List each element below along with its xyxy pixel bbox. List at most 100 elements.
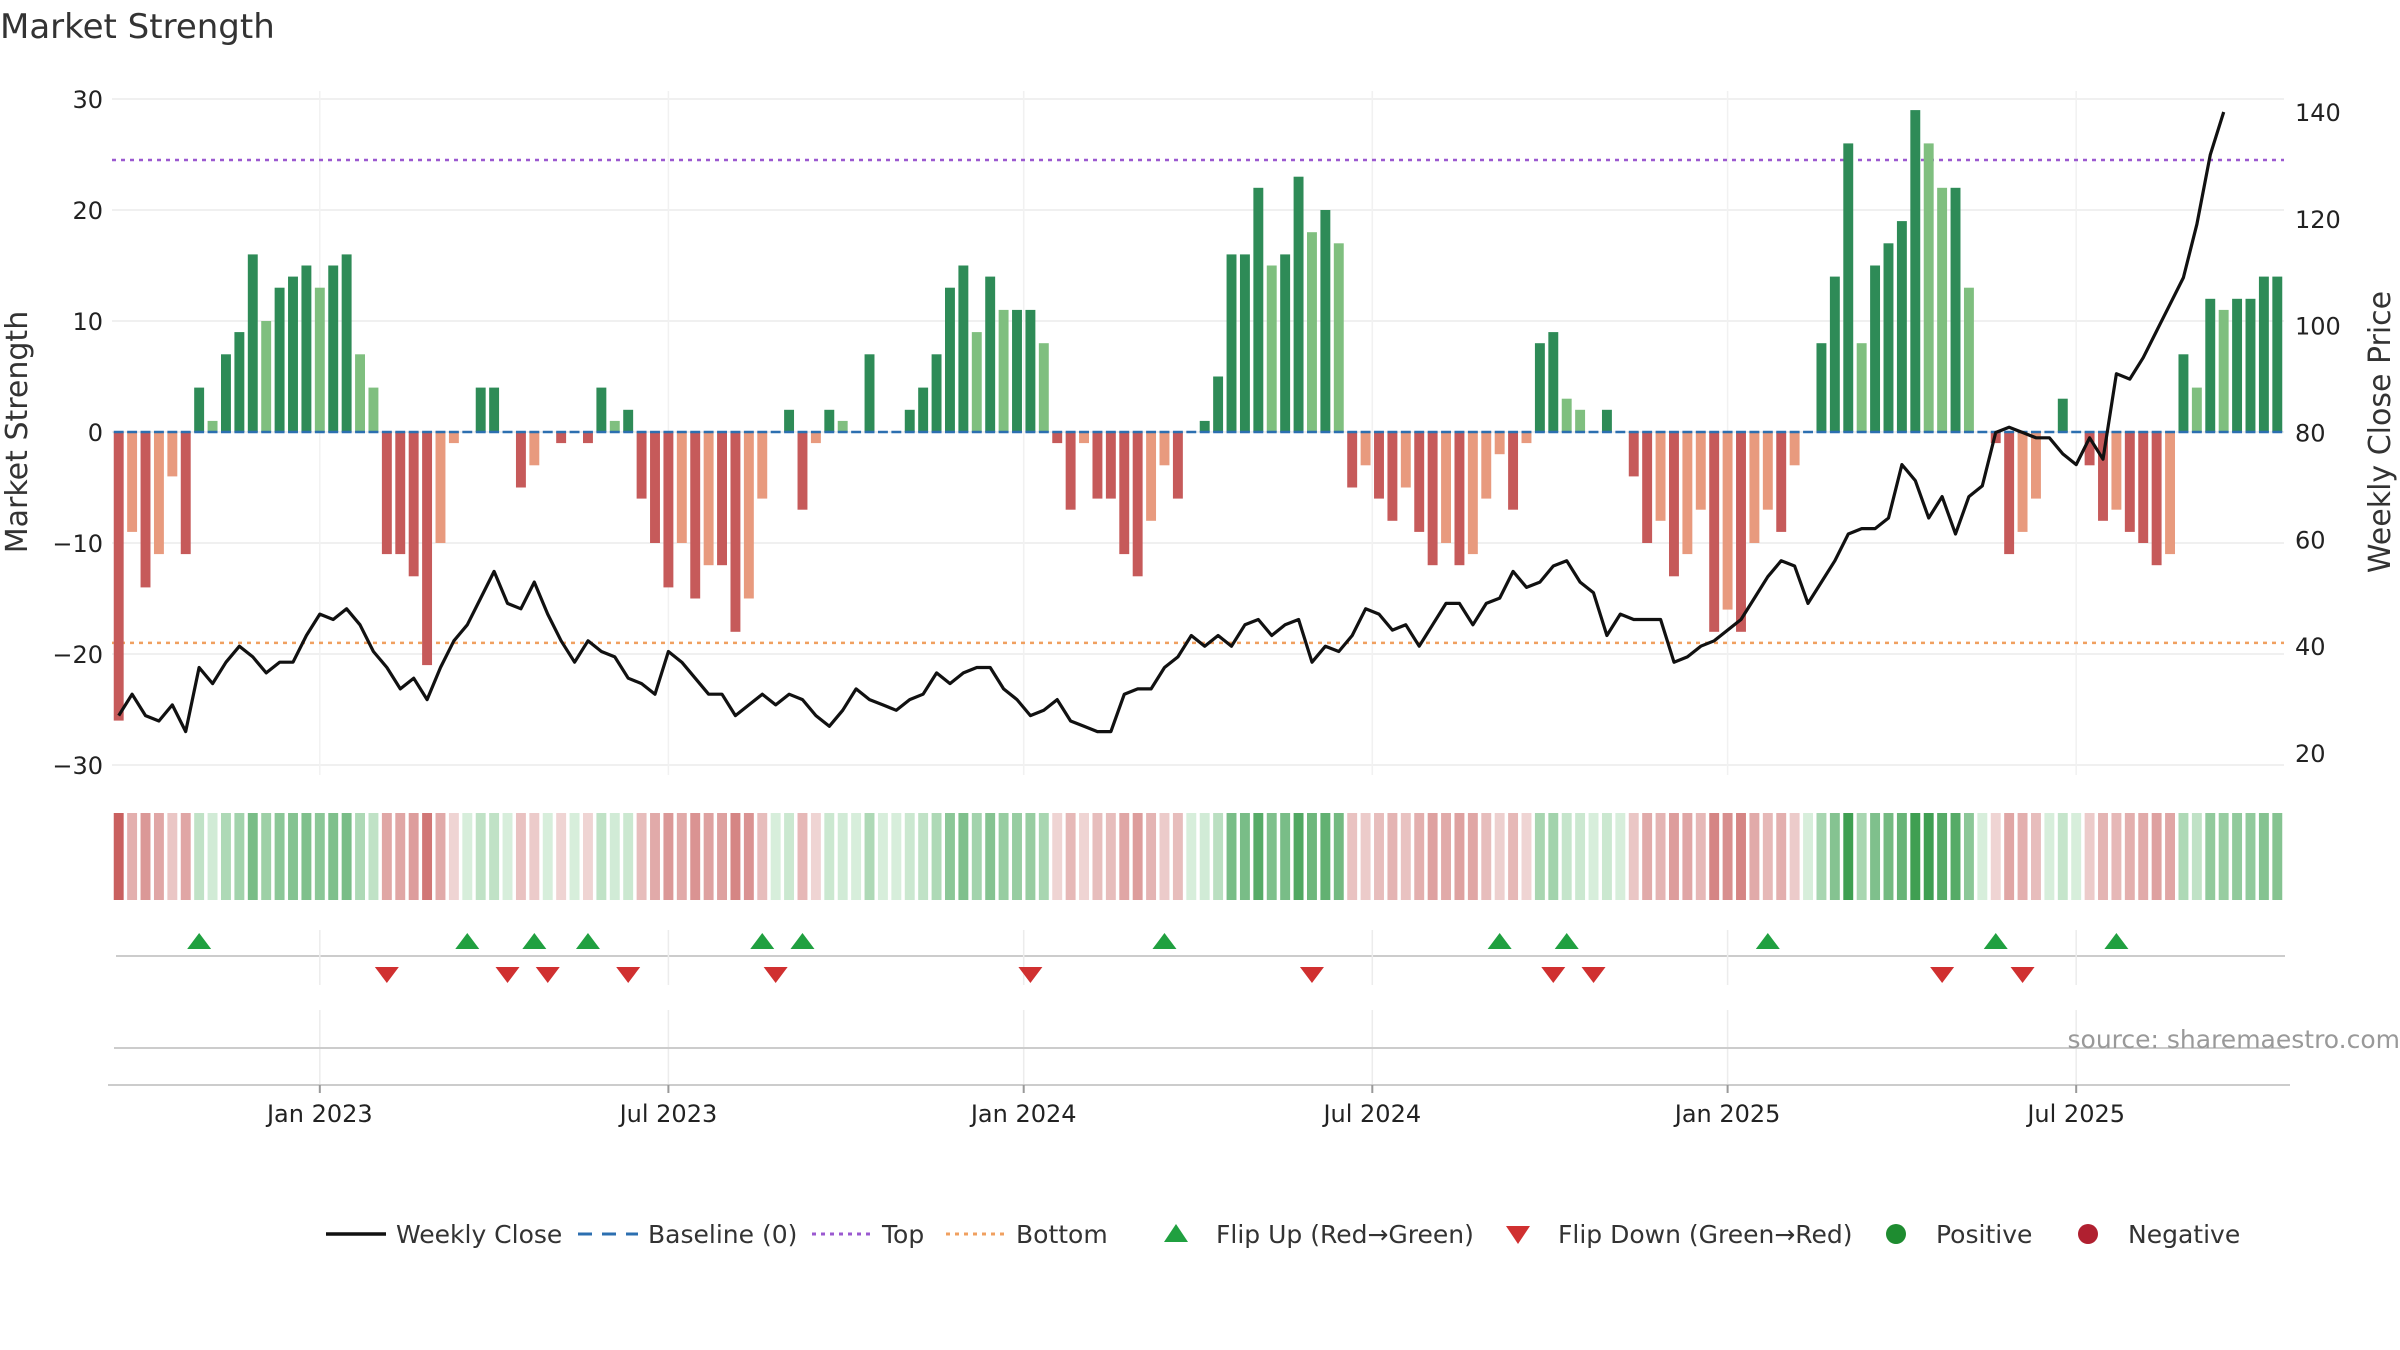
heat-cell xyxy=(556,813,567,900)
strength-bar xyxy=(167,432,178,477)
heat-cell xyxy=(1186,813,1197,900)
heat-cell xyxy=(1159,813,1170,900)
strength-bar xyxy=(596,387,607,432)
strength-heat-strip xyxy=(113,813,2283,900)
heat-cell xyxy=(1615,813,1626,900)
heat-cell xyxy=(1079,813,1089,900)
heat-cell xyxy=(207,813,218,900)
strength-bar xyxy=(301,265,312,432)
strength-bar xyxy=(1172,432,1183,499)
heat-cell xyxy=(448,813,459,900)
strength-bar xyxy=(1856,343,1867,432)
legend: Weekly Close Baseline (0) Top Bottom Flip Up… xyxy=(326,1220,2240,1249)
strength-bar xyxy=(1508,432,1519,510)
heat-cell xyxy=(355,813,365,900)
heat-cell xyxy=(2084,813,2095,900)
heat-cell xyxy=(1682,813,1693,900)
strength-bar xyxy=(676,432,687,543)
strength-bar xyxy=(556,432,567,444)
legend-item: Positive xyxy=(1886,1220,2032,1249)
heat-cell xyxy=(1132,813,1143,900)
heat-cell xyxy=(1052,813,1063,900)
strength-bar xyxy=(2205,298,2216,432)
heat-cell xyxy=(1119,813,1130,900)
heat-cell xyxy=(542,813,553,900)
strength-bar xyxy=(1655,432,1666,521)
heat-cell xyxy=(1105,813,1116,900)
strength-bar xyxy=(1441,432,1451,543)
x-tick-label: Jul 2024 xyxy=(1321,1100,1421,1128)
heat-cell xyxy=(2178,813,2189,900)
heat-cell xyxy=(1012,813,1022,900)
strength-bar xyxy=(730,432,741,632)
flip-markers xyxy=(116,930,2285,985)
strength-bar xyxy=(1816,343,1827,432)
heat-cell xyxy=(596,813,607,900)
strength-bar xyxy=(663,432,674,588)
strength-bars xyxy=(113,110,2283,721)
heat-cell xyxy=(1977,813,1988,900)
strength-bar xyxy=(1789,432,1800,466)
heat-cell xyxy=(1803,813,1813,900)
strength-bar xyxy=(1843,143,1854,432)
strength-bar xyxy=(1280,254,1291,432)
flip-down-marker xyxy=(535,967,560,983)
flip-up-marker xyxy=(575,933,600,949)
strength-bar xyxy=(194,387,205,432)
heat-cell xyxy=(1561,813,1572,900)
strength-bar xyxy=(368,387,379,432)
y-tick-label: −10 xyxy=(52,530,103,558)
legend-label: Weekly Close xyxy=(396,1220,562,1249)
heat-cell xyxy=(1883,813,1894,900)
heat-cell xyxy=(1776,813,1787,900)
flip-down-marker xyxy=(1299,967,1324,983)
strength-bar xyxy=(1092,432,1103,499)
legend-swatch-dot xyxy=(1886,1224,1906,1244)
heat-cell xyxy=(1843,813,1854,900)
strength-bar xyxy=(2272,276,2283,432)
flip-up-marker xyxy=(2104,933,2129,949)
heat-cell xyxy=(998,813,1009,900)
legend-label: Bottom xyxy=(1016,1220,1108,1249)
heat-cell xyxy=(703,813,714,900)
strength-bar xyxy=(515,432,526,488)
strength-bar xyxy=(1427,432,1438,566)
heat-cell xyxy=(2017,813,2028,900)
y2-tick-label: 80 xyxy=(2295,420,2326,448)
strength-bar xyxy=(1548,332,1559,432)
heat-cell xyxy=(1601,813,1612,900)
heat-cell xyxy=(1213,813,1224,900)
strength-bar xyxy=(247,254,258,432)
strength-bar xyxy=(355,354,365,432)
heat-cell xyxy=(1829,813,1840,900)
heat-cell xyxy=(301,813,312,900)
strength-bar xyxy=(743,432,754,599)
strength-bar xyxy=(609,420,620,432)
strength-bar xyxy=(274,287,285,432)
strength-bar xyxy=(1695,432,1706,510)
heat-cell xyxy=(985,813,996,900)
strength-bar xyxy=(2191,387,2202,432)
strength-bar xyxy=(422,432,433,666)
strength-bar xyxy=(328,265,339,432)
heat-cell xyxy=(1762,813,1773,900)
heat-cell xyxy=(1642,813,1653,900)
heat-cell xyxy=(2218,813,2229,900)
heat-cell xyxy=(1816,813,1827,900)
legend-swatch-triangle-up xyxy=(1164,1224,1188,1242)
strength-bar xyxy=(261,321,272,432)
heat-cell xyxy=(1709,813,1720,900)
heat-cell xyxy=(2205,813,2216,900)
strength-bar xyxy=(1333,243,1344,432)
reference-lines xyxy=(112,158,2284,645)
heat-cell xyxy=(1910,813,1921,900)
strength-bar xyxy=(864,354,875,432)
strength-bar xyxy=(140,432,151,588)
legend-label: Flip Up (Red→Green) xyxy=(1216,1220,1474,1249)
heat-cell xyxy=(569,813,580,900)
heat-cell xyxy=(1199,813,1210,900)
flip-up-marker xyxy=(750,933,775,949)
strength-bar xyxy=(221,354,231,432)
heat-cell xyxy=(408,813,419,900)
heat-cell xyxy=(2165,813,2175,900)
